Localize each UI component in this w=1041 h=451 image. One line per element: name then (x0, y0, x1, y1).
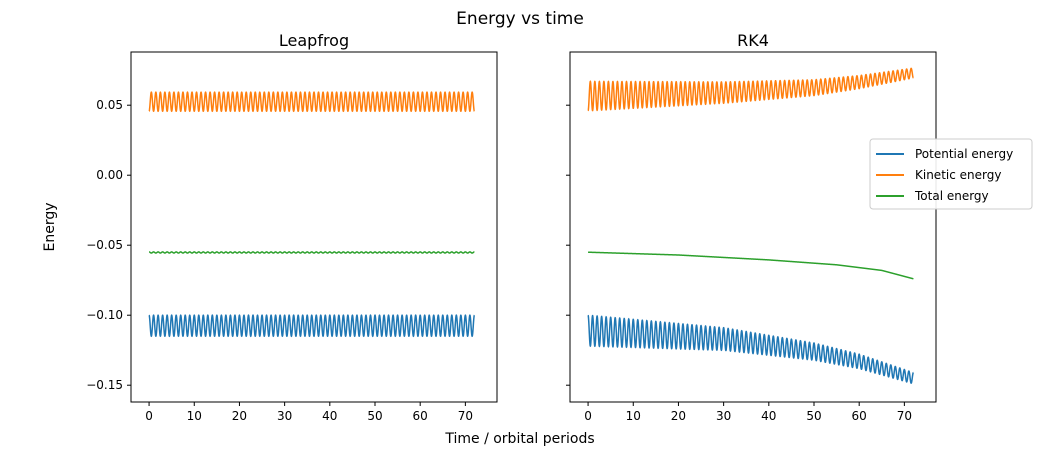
y-tick-label: −0.10 (86, 308, 123, 322)
total-energy-line (149, 251, 475, 254)
leapfrog-panel: Leapfrog 0 10 20 30 40 50 60 70 0.05 0.00 −0.05 −0.1… (86, 31, 498, 423)
x-tick-label: 70 (897, 409, 912, 423)
x-tick-label: 0 (145, 409, 153, 423)
kinetic-energy-line (148, 91, 476, 113)
x-tick-label: 40 (761, 409, 776, 423)
x-tick-label: 50 (806, 409, 821, 423)
legend-label-kinetic: Kinetic energy (915, 168, 1001, 182)
x-tick-label: 50 (367, 409, 382, 423)
kinetic-energy-line (587, 67, 914, 112)
x-tick-label: 60 (413, 409, 428, 423)
potential-energy-line (587, 314, 914, 384)
legend: Potential energy Kinetic energy Total ener… (869, 138, 1033, 210)
legend-box (869, 138, 1033, 210)
y-tick-label: −0.15 (86, 378, 123, 392)
x-axis-label: Time / orbital periods (444, 431, 594, 447)
x-tick-label: 30 (716, 409, 731, 423)
panel-title: RK4 (737, 31, 769, 50)
x-tick-label: 20 (671, 409, 686, 423)
x-tick-label: 60 (852, 409, 867, 423)
total-energy-line (588, 251, 914, 280)
x-tick-label: 10 (626, 409, 641, 423)
rk4-panel: RK4 0 10 20 30 40 50 60 70 (566, 31, 937, 423)
y-tick-label: −0.05 (86, 238, 123, 252)
legend-label-potential: Potential energy (915, 147, 1013, 161)
x-tick-label: 30 (277, 409, 292, 423)
legend-label-total: Total energy (914, 189, 989, 203)
panel-title: Leapfrog (279, 31, 349, 50)
y-axis-label: Energy (42, 202, 58, 251)
potential-energy-line (148, 314, 476, 338)
y-tick-label: 0.05 (96, 98, 123, 112)
axes-frame (130, 51, 498, 403)
x-tick-label: 70 (458, 409, 473, 423)
x-tick-label: 20 (232, 409, 247, 423)
x-tick-label: 40 (322, 409, 337, 423)
figure-title: Energy vs time (456, 9, 584, 29)
x-tick-label: 0 (584, 409, 592, 423)
axes-frame (569, 51, 937, 403)
x-tick-label: 10 (187, 409, 202, 423)
y-tick-label: 0.00 (96, 168, 123, 182)
